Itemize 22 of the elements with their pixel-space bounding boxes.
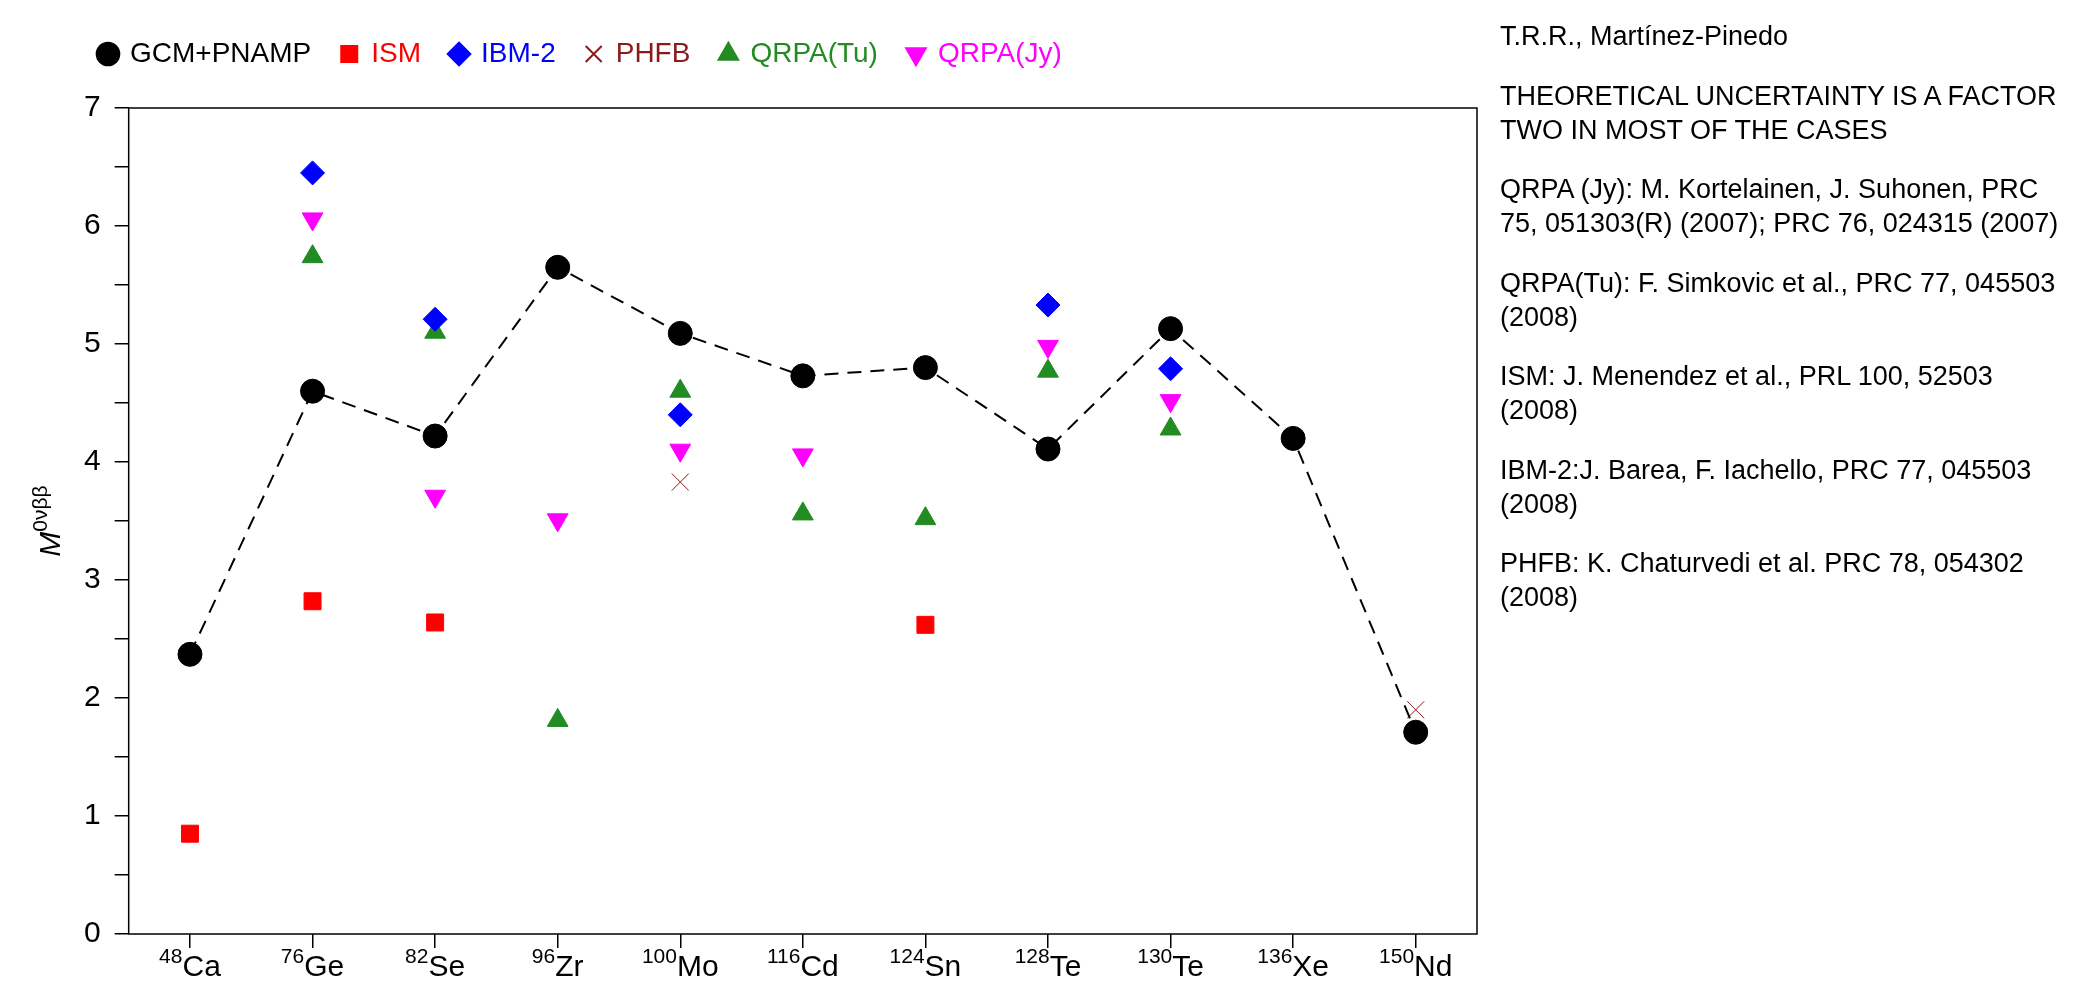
y-tick-label: 1 (84, 797, 101, 831)
legend-label: QRPA(Tu) (750, 36, 878, 68)
text: QRPA(Tu): F. Simkovic et al., PRC 77, 045503 (2008) (1500, 266, 2057, 334)
legend-label: PHFB (615, 36, 691, 68)
y-tick-label: 2 (84, 679, 101, 713)
legend-label: IBM-2 (481, 36, 556, 68)
legend-label: GCM+PNAMP (130, 36, 312, 68)
y-axis-title: M0νββ (27, 485, 66, 557)
text: PHFB: K. Chaturvedi et al. PRC 78, 054302 (2008) (1500, 547, 2025, 614)
legend-label: ISM (371, 36, 422, 68)
legend-label: QRPA(Jy) (937, 36, 1062, 68)
text: THEORETICAL UNCERTAINTY IS A FACTOR TWO IN MOST OF THE CASES (1500, 79, 2058, 147)
y-tick-label: 0 (84, 915, 101, 949)
y-tick-label: 4 (84, 443, 101, 477)
y-tick-label: 6 (84, 207, 101, 241)
text: ISM: J. Menendez et al., PRL 100, 52503 (2008) (1500, 360, 1994, 427)
text: IBM-2:J. Barea, F. Iachello, PRC 77, 045503 (2008) (1500, 453, 2033, 521)
text: T.R.R., Martínez-Pinedo (1500, 20, 1790, 53)
y-tick-label: 5 (84, 325, 101, 359)
y-tick-label: 7 (84, 89, 101, 123)
y-tick-label: 3 (84, 561, 101, 595)
text: QRPA (Jy): M. Kortelainen, J. Suhonen, PRC 75, 051303(R) (2007); PRC 76, 024315 (2007) (1500, 173, 2060, 240)
